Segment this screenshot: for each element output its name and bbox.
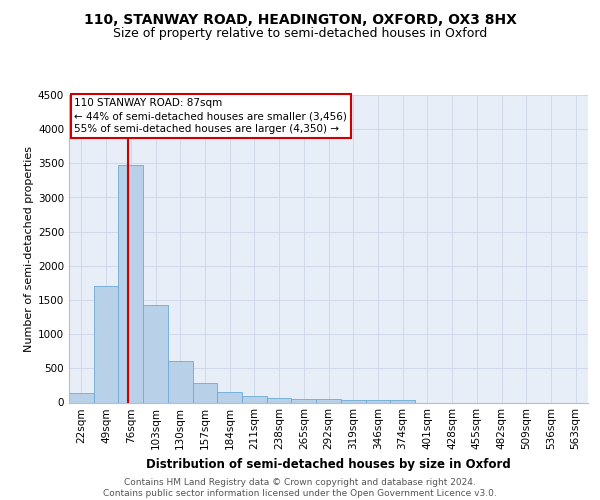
- Bar: [242, 396, 267, 402]
- Text: Contains HM Land Registry data © Crown copyright and database right 2024.
Contai: Contains HM Land Registry data © Crown c…: [103, 478, 497, 498]
- Bar: [217, 392, 242, 402]
- Bar: [69, 393, 94, 402]
- Text: Size of property relative to semi-detached houses in Oxford: Size of property relative to semi-detach…: [113, 28, 487, 40]
- Bar: [118, 164, 143, 402]
- Bar: [94, 286, 118, 403]
- Text: 110 STANWAY ROAD: 87sqm
← 44% of semi-detached houses are smaller (3,456)
55% of: 110 STANWAY ROAD: 87sqm ← 44% of semi-de…: [74, 98, 347, 134]
- Bar: [168, 361, 193, 403]
- Text: 110, STANWAY ROAD, HEADINGTON, OXFORD, OX3 8HX: 110, STANWAY ROAD, HEADINGTON, OXFORD, O…: [83, 12, 517, 26]
- X-axis label: Distribution of semi-detached houses by size in Oxford: Distribution of semi-detached houses by …: [146, 458, 511, 471]
- Bar: [193, 382, 217, 402]
- Bar: [341, 400, 365, 402]
- Y-axis label: Number of semi-detached properties: Number of semi-detached properties: [24, 146, 34, 352]
- Bar: [143, 306, 168, 402]
- Bar: [316, 400, 341, 402]
- Bar: [390, 400, 415, 402]
- Bar: [267, 398, 292, 402]
- Bar: [365, 400, 390, 402]
- Bar: [292, 398, 316, 402]
